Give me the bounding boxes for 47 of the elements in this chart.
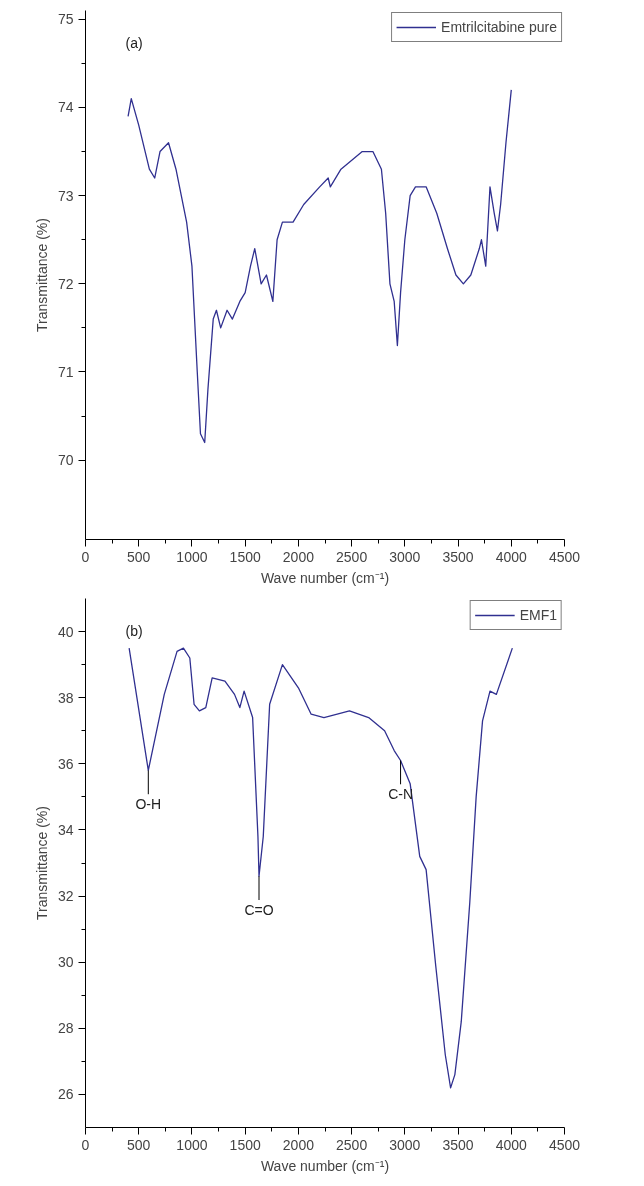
x-tick-label: 0 — [81, 1136, 90, 1153]
x-tick-label: 1000 — [176, 1136, 208, 1153]
y-axis-title: Transmittance (%) — [33, 218, 50, 332]
x-tick-label: 3000 — [389, 1136, 421, 1153]
y-axis-title: Transmittance (%) — [33, 806, 50, 920]
x-tick-label: 500 — [127, 548, 151, 565]
annotation: C=O — [244, 902, 274, 919]
x-tick-label: 3500 — [442, 548, 474, 565]
annotation: (b) — [125, 622, 143, 639]
x-tick-label: 4000 — [495, 548, 528, 565]
x-tick-label: 500 — [127, 1136, 151, 1153]
x-tick-label: 4000 — [495, 1136, 528, 1153]
x-axis-title: Wave number (cm⁻¹) — [260, 1157, 390, 1174]
annotation: O-H — [135, 796, 162, 813]
y-tick-label: 70 — [57, 452, 74, 469]
y-tick-label: 28 — [57, 1020, 74, 1037]
y-tick-label: 71 — [57, 363, 74, 380]
y-tick-label: 74 — [57, 99, 74, 116]
x-tick-label: 2500 — [336, 1136, 368, 1153]
y-tick-label: 32 — [57, 888, 74, 905]
x-tick-label: 1500 — [229, 1136, 261, 1153]
x-tick-label: 1000 — [176, 548, 208, 565]
y-tick-label: 72 — [57, 275, 74, 292]
legend-label: EMF1 — [519, 607, 557, 623]
annotation: C-N — [388, 786, 414, 803]
x-tick-label: 2000 — [282, 1136, 315, 1153]
x-tick-label: 2000 — [282, 548, 315, 565]
legend-label: Emtrilcitabine pure — [441, 19, 557, 35]
x-tick-label: 1500 — [229, 548, 261, 565]
y-tick-label: 73 — [57, 187, 74, 204]
y-tick-label: 40 — [57, 623, 74, 640]
line-series — [127, 89, 512, 444]
y-tick-label: 34 — [57, 821, 74, 838]
y-tick-label: 38 — [57, 689, 74, 706]
x-tick-label: 4500 — [548, 1136, 581, 1153]
x-tick-label: 4500 — [548, 548, 581, 565]
annotation: (a) — [125, 34, 143, 51]
line-series — [128, 647, 513, 1089]
y-tick-label: 36 — [57, 755, 74, 772]
x-tick-label: 2500 — [336, 548, 368, 565]
x-axis-title: Wave number (cm⁻¹) — [260, 569, 390, 586]
x-tick-label: 3500 — [442, 1136, 474, 1153]
y-tick-label: 30 — [57, 954, 74, 971]
y-tick-label: 26 — [57, 1086, 74, 1103]
x-tick-label: 0 — [81, 548, 90, 565]
x-tick-label: 3000 — [389, 548, 421, 565]
y-tick-label: 75 — [57, 11, 74, 28]
